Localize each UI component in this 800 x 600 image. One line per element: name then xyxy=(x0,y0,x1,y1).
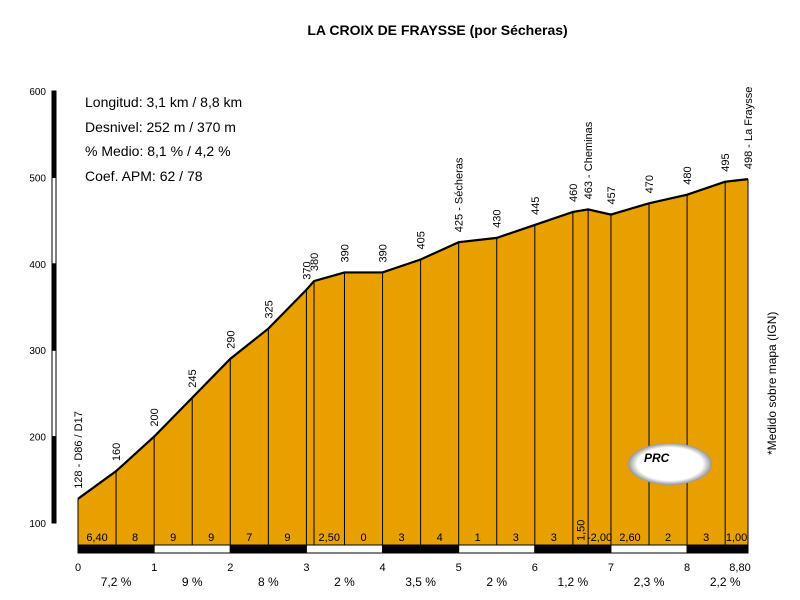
segment-grade: -2,00 xyxy=(587,532,612,544)
elevation-label: 470 xyxy=(644,175,656,193)
elevation-label: 463 - Cheminas xyxy=(583,121,595,199)
x-tick-label: 7 xyxy=(608,562,614,574)
segment-grade: 1,00 xyxy=(726,532,747,544)
stat-average-grade: % Medio: 8,1 % / 4,2 % xyxy=(85,143,231,159)
y-axis-bar-segment xyxy=(51,263,57,351)
km-grade-label: 3,5 % xyxy=(405,575,436,589)
x-tick-label: 1 xyxy=(151,562,157,574)
chart-title: LA CROIX DE FRAYSSE (por Sécheras) xyxy=(307,22,568,38)
segment-grade: 3 xyxy=(703,532,709,544)
km-grade-label: 8 % xyxy=(258,575,279,589)
km-grade-label: 1,2 % xyxy=(558,575,589,589)
km-bar-segment xyxy=(77,544,155,554)
elevation-label: 390 xyxy=(339,244,351,262)
stat-elevation-gain: Desnivel: 252 m / 370 m xyxy=(85,118,236,135)
elevation-label: 495 xyxy=(720,153,732,171)
segment-grade: 3 xyxy=(399,532,405,544)
segment-grade: 3 xyxy=(551,532,557,544)
segment-grade: 2,50 xyxy=(319,532,340,544)
source-note: *Medido sobre mapa (IGN) xyxy=(765,311,779,455)
km-bar-segment xyxy=(382,544,460,554)
y-axis-bar-segment xyxy=(51,90,57,178)
elevation-label: 390 xyxy=(378,244,390,262)
segment-grade: 1,50 xyxy=(576,520,588,541)
elevation-label: 480 xyxy=(682,166,694,184)
x-tick-label: 8 xyxy=(684,562,690,574)
km-grade-label: 2 % xyxy=(486,575,507,589)
km-bar-segment xyxy=(153,544,231,554)
x-tick-label: 3 xyxy=(303,562,309,574)
elevation-label: 200 xyxy=(149,408,161,426)
segment-grade: 8 xyxy=(132,532,138,544)
segment-grade: 2 xyxy=(665,532,671,544)
segment-grade: 4 xyxy=(437,532,443,544)
km-grade-label: 2,3 % xyxy=(634,575,665,589)
elevation-label: 430 xyxy=(492,210,504,228)
x-tick-label: 5 xyxy=(456,562,462,574)
elevation-label: 457 xyxy=(606,186,618,204)
km-bar-segment xyxy=(610,544,688,554)
km-grade-label: 2,2 % xyxy=(710,575,741,589)
x-tick-label: 4 xyxy=(379,562,385,574)
elevation-label: 160 xyxy=(111,443,123,461)
elevation-label: 290 xyxy=(225,330,237,348)
y-axis-bar-segment xyxy=(51,349,57,438)
stat-length: Longitud: 3,1 km / 8,8 km xyxy=(85,94,243,110)
stat-apm-coef: Coef. APM: 62 / 78 xyxy=(85,167,203,184)
y-axis-bar-segment xyxy=(51,176,57,265)
x-tick-label: 2 xyxy=(227,562,233,574)
y-tick-label: 400 xyxy=(29,260,46,271)
y-tick-label: 200 xyxy=(29,433,46,444)
prc-logo: PRC xyxy=(628,443,712,485)
elevation-label: 245 xyxy=(187,369,199,387)
segment-grade: 1 xyxy=(475,532,481,544)
km-grade-label: 9 % xyxy=(182,575,203,589)
elevation-label: 425 - Sécheras xyxy=(454,157,466,232)
segment-grade: 0 xyxy=(360,532,366,544)
segment-grade: 2,60 xyxy=(619,532,640,544)
profile-line xyxy=(77,178,749,500)
elevation-label: 405 xyxy=(416,231,428,249)
profile-area xyxy=(78,179,748,546)
elevation-label: 380 xyxy=(309,253,321,271)
y-axis-bar-segment xyxy=(51,436,57,524)
x-tick-label: 6 xyxy=(532,562,538,574)
km-bar-segment xyxy=(458,544,536,554)
km-grade-label: 7,2 % xyxy=(101,575,132,589)
elevation-label: 370 xyxy=(301,261,313,279)
stats-box: Longitud: 3,1 km / 8,8 km Desnivel: 252 … xyxy=(85,90,242,188)
elevation-label: 498 - La Fraysse xyxy=(743,87,755,170)
elevation-label: 460 xyxy=(568,184,580,202)
y-tick-label: 600 xyxy=(29,87,46,98)
segment-grade: 9 xyxy=(284,532,290,544)
segment-grade: 9 xyxy=(208,532,214,544)
elevation-label: 445 xyxy=(530,197,542,215)
segment-grade: 6,40 xyxy=(86,532,107,544)
segment-grade: 7 xyxy=(246,532,252,544)
x-tick-label: 8,80 xyxy=(729,562,750,574)
km-bar-segment xyxy=(687,545,748,553)
segment-grade: 9 xyxy=(170,532,176,544)
elevation-label: 325 xyxy=(263,300,275,318)
segment-grade: 3 xyxy=(513,532,519,544)
km-bar-segment xyxy=(229,544,307,554)
x-tick-label: 0 xyxy=(75,562,81,574)
y-tick-label: 300 xyxy=(29,346,46,357)
km-bar-segment xyxy=(534,544,612,554)
logo-text: PRC xyxy=(644,451,670,465)
km-grade-label: 2 % xyxy=(334,575,355,589)
km-bar-segment xyxy=(305,544,384,554)
elevation-label: 128 - D86 / D17 xyxy=(73,411,85,489)
y-tick-label: 500 xyxy=(29,173,46,184)
y-tick-label: 100 xyxy=(29,519,46,530)
